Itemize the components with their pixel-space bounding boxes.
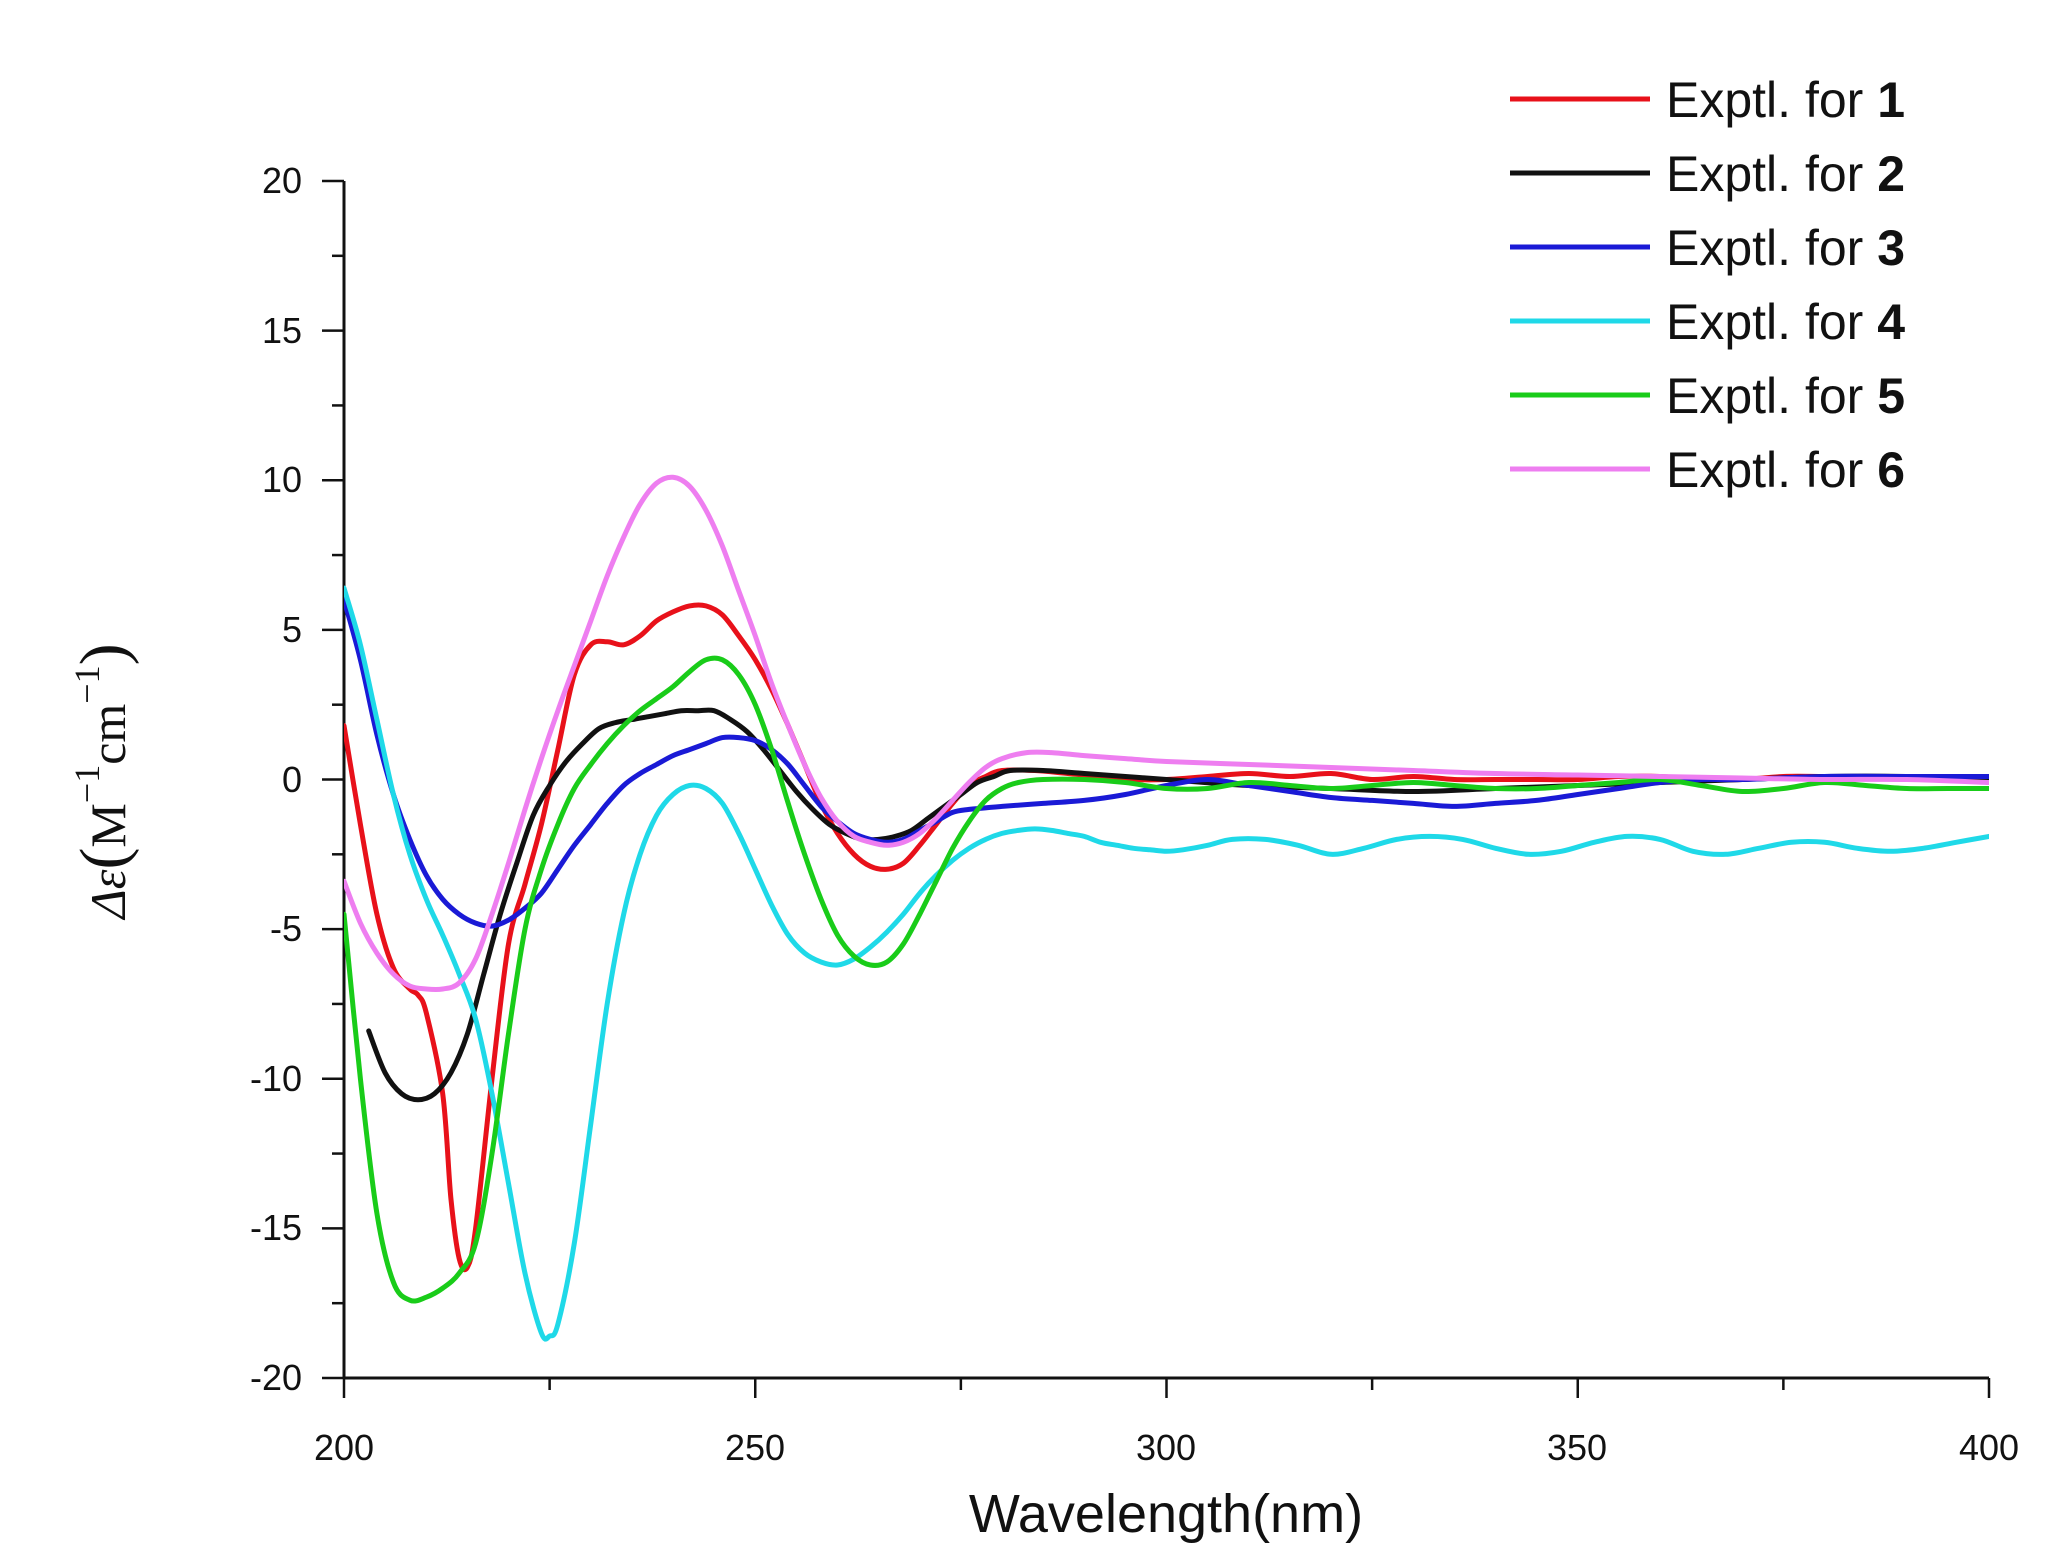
y-tick-label: -20 — [250, 1357, 302, 1398]
legend-label-prefix: Exptl. for — [1666, 294, 1877, 350]
x-tick-label: 350 — [1547, 1427, 1607, 1468]
y-tick-label: -15 — [250, 1207, 302, 1248]
y-axis-unit-m: M — [80, 803, 136, 847]
legend-item: Exptl. for 2 — [1510, 146, 1905, 202]
legend-label-number: 3 — [1877, 220, 1905, 276]
series-line-6 — [344, 474, 1989, 993]
series-line-5 — [344, 655, 1989, 1304]
x-tick-label: 300 — [1136, 1427, 1196, 1468]
legend-label-prefix: Exptl. for — [1666, 220, 1877, 276]
legend-label-number: 4 — [1877, 294, 1905, 350]
y-tick-label: 5 — [282, 609, 302, 650]
legend-label-prefix: Exptl. for — [1666, 146, 1877, 202]
y-tick-labels: 20 15 10 5 0 -5 -10 -15 -20 — [250, 160, 302, 1398]
tick-marks — [322, 179, 1991, 1398]
legend-label: Exptl. for 4 — [1666, 294, 1905, 350]
legend-item: Exptl. for 4 — [1510, 294, 1905, 350]
x-tick-labels: 200 250 300 350 400 — [314, 1427, 2019, 1468]
legend-label: Exptl. for 1 — [1666, 72, 1905, 128]
y-tick-label: 10 — [262, 459, 302, 500]
legend-label-prefix: Exptl. for — [1666, 442, 1877, 498]
y-tick-label: 0 — [282, 759, 302, 800]
legend-label-prefix: Exptl. for — [1666, 72, 1877, 128]
legend: Exptl. for 1 Exptl. for 2 Exptl. for 3 E… — [1510, 72, 1905, 498]
legend-item: Exptl. for 1 — [1510, 72, 1905, 128]
legend-label-number: 1 — [1877, 72, 1905, 128]
legend-label-prefix: Exptl. for — [1666, 368, 1877, 424]
legend-label: Exptl. for 5 — [1666, 368, 1905, 424]
legend-label-number: 5 — [1877, 368, 1905, 424]
series-group — [344, 474, 1989, 1342]
y-axis-title-text: Δε(M−1cm−1) — [67, 643, 140, 920]
y-axis-sup-2: −1 — [67, 665, 107, 703]
legend-label: Exptl. for 2 — [1666, 146, 1905, 202]
x-axis-title: Wavelength(nm) — [969, 1484, 1363, 1544]
legend-item: Exptl. for 5 — [1510, 368, 1905, 424]
series-line-2 — [366, 707, 1989, 1103]
legend-item: Exptl. for 3 — [1510, 220, 1905, 276]
y-axis-title: Δε(M−1cm−1) — [67, 643, 140, 920]
x-tick-label: 400 — [1959, 1427, 2019, 1468]
x-tick-label: 200 — [314, 1427, 374, 1468]
y-tick-label: 15 — [262, 310, 302, 351]
y-axis-sup-1: −1 — [67, 765, 107, 803]
series-line-4 — [344, 585, 1989, 1342]
x-tick-label: 250 — [725, 1427, 785, 1468]
legend-item: Exptl. for 6 — [1510, 442, 1905, 498]
y-axis-paren-close: ) — [67, 643, 140, 665]
series-line-1 — [344, 602, 1989, 1273]
y-axis-paren-open: ( — [67, 848, 140, 870]
y-tick-label: -5 — [270, 908, 302, 949]
legend-label-number: 6 — [1877, 442, 1905, 498]
legend-label-number: 2 — [1877, 146, 1905, 202]
y-axis-symbol: Δε — [80, 869, 136, 920]
legend-label: Exptl. for 6 — [1666, 442, 1905, 498]
y-tick-label: -10 — [250, 1058, 302, 1099]
y-axis-unit-cm: cm — [80, 704, 136, 765]
legend-label: Exptl. for 3 — [1666, 220, 1905, 276]
y-tick-label: 20 — [262, 160, 302, 201]
